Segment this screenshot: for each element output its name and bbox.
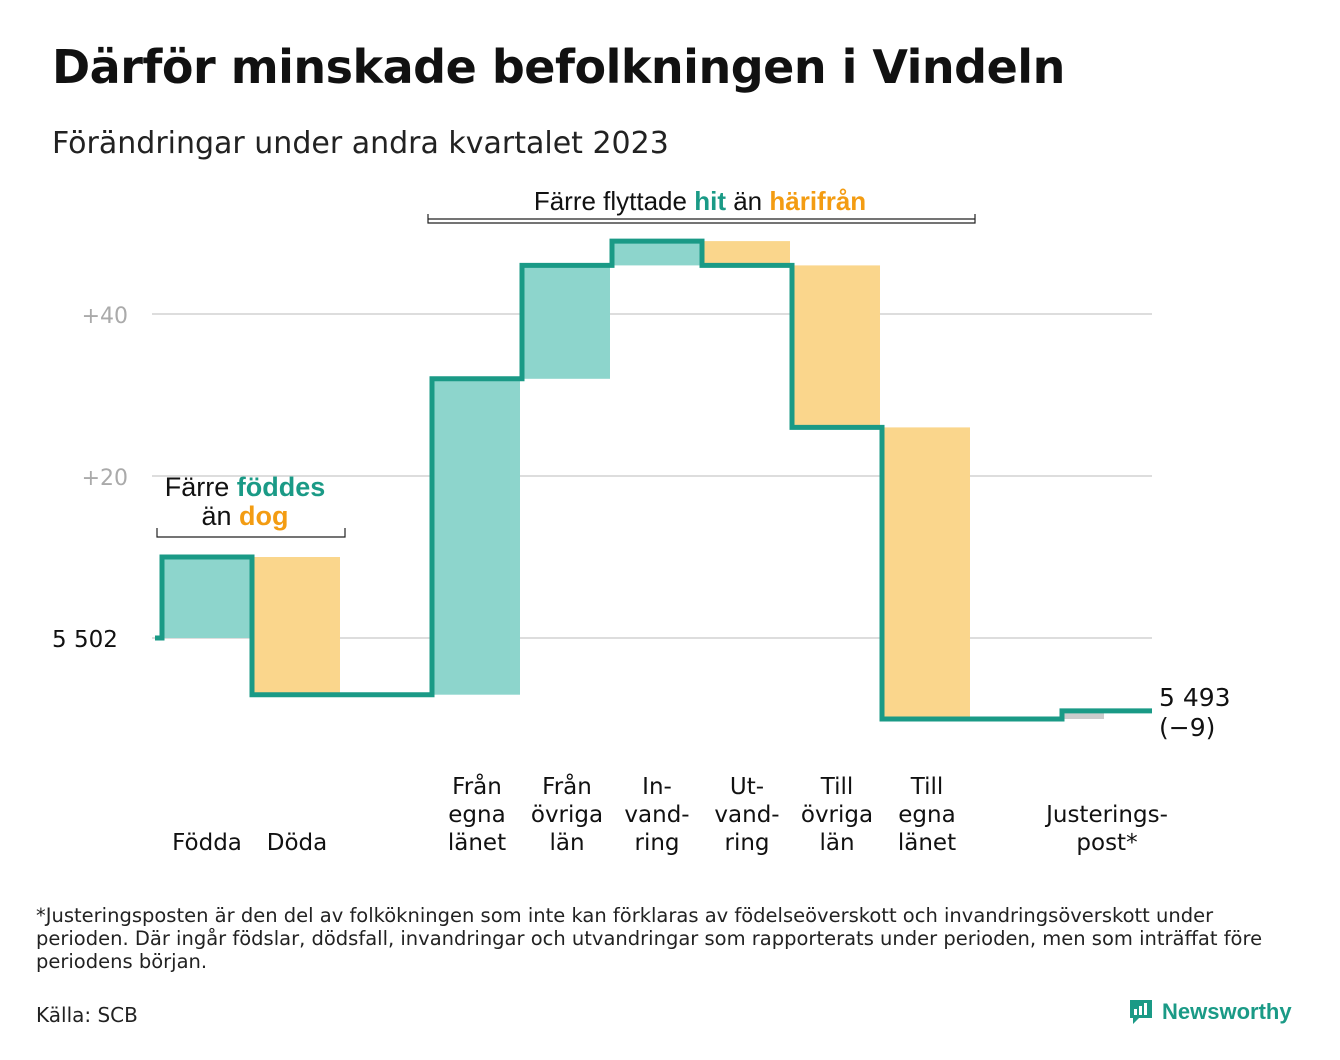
step-line-layer <box>155 238 1152 722</box>
chart-subtitle: Förändringar under andra kvartalet 2023 <box>52 126 669 161</box>
migration-annotation-text-1: Färre flyttade <box>534 186 694 216</box>
migration-annotation-highlight-here: hit <box>694 186 726 216</box>
end-value-label: 5 493 <box>1159 683 1231 712</box>
category-label: länet <box>448 830 506 856</box>
births-annotation-text-1: Färre <box>165 472 237 502</box>
category-label: post* <box>1076 830 1137 856</box>
decrease-bar <box>702 241 790 266</box>
bars <box>162 241 1104 719</box>
svg-text:Färre föddes: Färre föddes <box>165 472 326 502</box>
newsworthy-logo-icon <box>1130 1000 1152 1024</box>
category-label: vand- <box>624 802 689 828</box>
births-annotation-bracket <box>156 528 346 538</box>
births-annotation-highlight-born: föddes <box>237 472 326 502</box>
category-label: egna <box>898 802 955 828</box>
migration-annotation-highlight-from-here: härifrån <box>769 186 866 216</box>
category-label: län <box>819 830 854 856</box>
increase-bar <box>1064 710 1104 719</box>
y-tick-label: +40 <box>82 304 128 329</box>
births-annotation: Färre föddes än dog <box>156 472 346 538</box>
decrease-bar <box>882 427 970 719</box>
waterfall-chart: 5 502+20+40 Födda DödaFrånegnalänetFrånöv… <box>52 186 1231 856</box>
category-label: vand- <box>714 802 779 828</box>
category-label: Från <box>542 772 592 800</box>
increase-bar <box>612 241 700 266</box>
category-label: länet <box>898 830 956 856</box>
brand-name: Newsworthy <box>1162 999 1292 1024</box>
category-label: egna <box>448 802 505 828</box>
category-label: Födda <box>172 830 242 856</box>
category-label: Ut- <box>730 774 764 800</box>
migration-annotation-text-2: än <box>726 186 769 216</box>
newsworthy-brand: Newsworthy <box>1128 998 1292 1026</box>
increase-bar <box>432 378 520 695</box>
increase-bar <box>522 265 610 379</box>
footnote: *Justeringsposten är den del av folkökni… <box>36 904 1263 973</box>
cumulative-step-line <box>155 238 1152 722</box>
category-label: ring <box>724 830 769 856</box>
increase-bar <box>162 557 250 638</box>
decrease-bar <box>252 557 340 695</box>
category-label: Till <box>820 774 854 800</box>
end-change-label: (−9) <box>1159 713 1215 742</box>
chart-title: Därför minskade befolkningen i Vindeln <box>52 40 1065 94</box>
births-annotation-highlight-died: dog <box>239 501 288 531</box>
labels: Födda DödaFrånegnalänetFrånövrigalänIn-va… <box>172 683 1230 856</box>
category-label: övriga <box>801 802 873 828</box>
migration-annotation: Färre flyttade hit än härifrån <box>427 186 976 224</box>
category-label: Från <box>452 772 502 800</box>
births-annotation-text-2: än <box>201 501 239 531</box>
svg-text:Färre flyttade hit än härifrån: Färre flyttade hit än härifrån <box>534 186 866 216</box>
category-label: ring <box>634 830 679 856</box>
y-tick-label: +20 <box>82 466 128 491</box>
migration-annotation-bracket <box>427 214 976 224</box>
source-credit: Källa: SCB <box>36 1003 138 1027</box>
category-label: län <box>549 830 584 856</box>
svg-text:än dog: än dog <box>201 501 288 531</box>
decrease-bar <box>792 265 880 428</box>
baseline-value-label: 5 502 <box>52 627 118 653</box>
category-label: övriga <box>531 802 603 828</box>
category-label: Döda <box>267 830 327 856</box>
category-label: In- <box>642 774 672 800</box>
category-label: Justerings- <box>1044 802 1168 828</box>
category-label: Till <box>910 774 944 800</box>
